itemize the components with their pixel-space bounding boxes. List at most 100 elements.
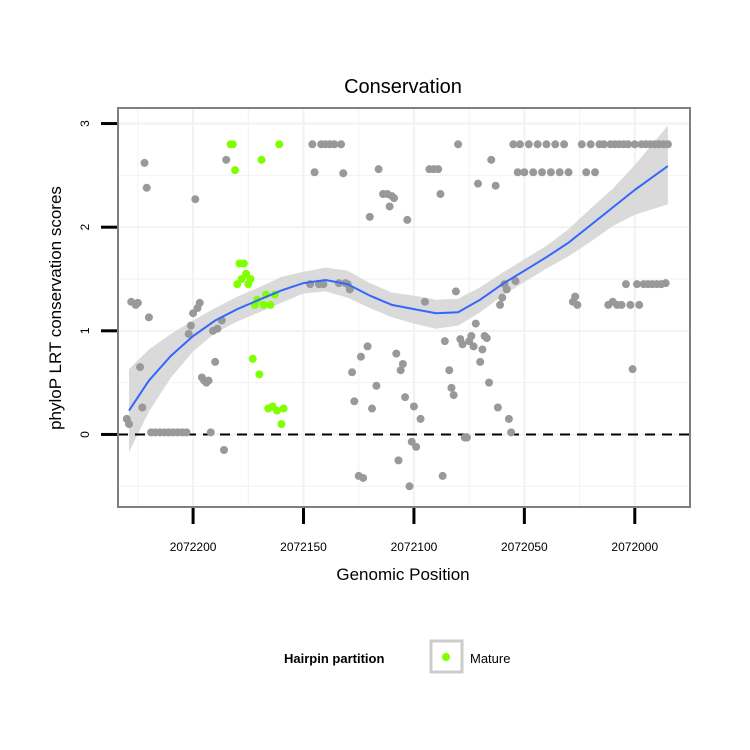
data-point-other bbox=[409, 402, 418, 411]
data-point-other bbox=[396, 366, 405, 375]
data-point-other bbox=[628, 365, 637, 374]
y-tick-label: 2 bbox=[78, 224, 92, 231]
data-point-other bbox=[436, 190, 445, 199]
data-point-other bbox=[403, 215, 412, 224]
data-point-mature bbox=[239, 259, 248, 268]
data-point-other bbox=[440, 337, 449, 346]
data-point-other bbox=[330, 140, 339, 149]
data-point-other bbox=[498, 293, 507, 302]
plot-panel bbox=[117, 107, 691, 508]
data-point-other bbox=[367, 404, 376, 413]
data-point-other bbox=[392, 349, 401, 358]
data-point-mature bbox=[248, 354, 257, 363]
data-point-other bbox=[469, 342, 478, 351]
data-point-other bbox=[621, 280, 630, 289]
data-point-other bbox=[524, 140, 533, 149]
data-point-other bbox=[635, 300, 644, 309]
data-point-other bbox=[546, 168, 555, 177]
data-point-other bbox=[661, 279, 670, 288]
data-point-other bbox=[125, 420, 134, 429]
data-point-other bbox=[571, 292, 580, 301]
y-tick-label: 0 bbox=[78, 431, 92, 438]
data-point-other bbox=[390, 194, 399, 203]
y-tick-label: 3 bbox=[78, 120, 92, 127]
data-point-other bbox=[213, 324, 222, 333]
data-point-other bbox=[136, 363, 145, 372]
data-point-other bbox=[184, 329, 193, 338]
legend-label-mature: Mature bbox=[470, 651, 510, 666]
data-point-other bbox=[434, 165, 443, 174]
data-point-other bbox=[624, 140, 633, 149]
data-point-other bbox=[493, 403, 502, 412]
data-point-other bbox=[420, 297, 429, 306]
data-point-other bbox=[478, 345, 487, 354]
x-axis-title: Genomic Position bbox=[336, 565, 469, 584]
data-point-other bbox=[513, 168, 522, 177]
data-point-other bbox=[438, 471, 447, 480]
data-point-mature bbox=[277, 420, 286, 429]
data-point-mature bbox=[255, 370, 264, 379]
data-point-other bbox=[586, 140, 595, 149]
data-point-mature bbox=[228, 140, 237, 149]
data-point-other bbox=[617, 300, 626, 309]
data-point-other bbox=[401, 393, 410, 402]
data-point-other bbox=[502, 285, 511, 294]
y-axis-title: phyloP LRT conservation scores bbox=[46, 186, 65, 430]
data-point-mature bbox=[273, 406, 282, 415]
data-point-other bbox=[204, 376, 213, 385]
data-point-mature bbox=[257, 155, 266, 164]
data-point-other bbox=[462, 433, 471, 442]
data-point-mature bbox=[259, 300, 268, 309]
data-point-other bbox=[632, 280, 641, 289]
data-point-other bbox=[211, 357, 220, 366]
x-tick-label: 2072100 bbox=[391, 540, 438, 554]
data-point-other bbox=[471, 319, 480, 328]
data-point-other bbox=[449, 391, 458, 400]
data-point-other bbox=[348, 368, 357, 377]
data-point-other bbox=[339, 169, 348, 178]
y-axis: 0 1 2 3 bbox=[78, 120, 117, 438]
data-point-mature bbox=[279, 404, 288, 413]
y-tick-label: 1 bbox=[78, 327, 92, 334]
data-point-other bbox=[511, 277, 520, 286]
data-point-other bbox=[577, 140, 586, 149]
data-point-other bbox=[222, 155, 231, 164]
data-point-other bbox=[582, 168, 591, 177]
data-point-other bbox=[412, 442, 421, 451]
data-point-other bbox=[467, 332, 476, 340]
data-point-other bbox=[630, 140, 639, 149]
data-point-other bbox=[485, 378, 494, 387]
data-point-other bbox=[476, 357, 485, 366]
mature-points bbox=[226, 140, 288, 429]
data-point-other bbox=[319, 280, 328, 289]
data-point-other bbox=[538, 168, 547, 177]
data-point-mature bbox=[275, 140, 284, 149]
data-point-other bbox=[663, 140, 672, 149]
data-point-other bbox=[564, 168, 573, 177]
data-point-other bbox=[133, 298, 142, 307]
data-point-other bbox=[365, 212, 374, 221]
data-point-mature bbox=[231, 166, 240, 175]
data-point-other bbox=[374, 165, 383, 174]
data-point-other bbox=[416, 414, 425, 423]
x-tick-label: 2072150 bbox=[280, 540, 327, 554]
data-point-other bbox=[191, 195, 200, 204]
data-point-other bbox=[398, 359, 407, 368]
data-point-other bbox=[385, 202, 394, 211]
data-point-mature bbox=[266, 300, 275, 309]
chart-title: Conservation bbox=[344, 76, 462, 98]
data-point-other bbox=[507, 428, 516, 437]
data-point-other bbox=[359, 473, 368, 482]
data-point-other bbox=[405, 482, 414, 491]
data-point-other bbox=[473, 179, 482, 188]
data-point-other bbox=[626, 300, 635, 309]
data-point-other bbox=[533, 140, 542, 149]
data-point-other bbox=[138, 403, 147, 412]
data-point-other bbox=[195, 298, 204, 307]
data-point-other bbox=[509, 140, 518, 149]
data-point-other bbox=[182, 428, 191, 437]
other-points bbox=[122, 140, 672, 491]
smooth-line-layer bbox=[128, 165, 669, 412]
data-point-other bbox=[445, 366, 454, 375]
data-point-other bbox=[458, 340, 467, 349]
